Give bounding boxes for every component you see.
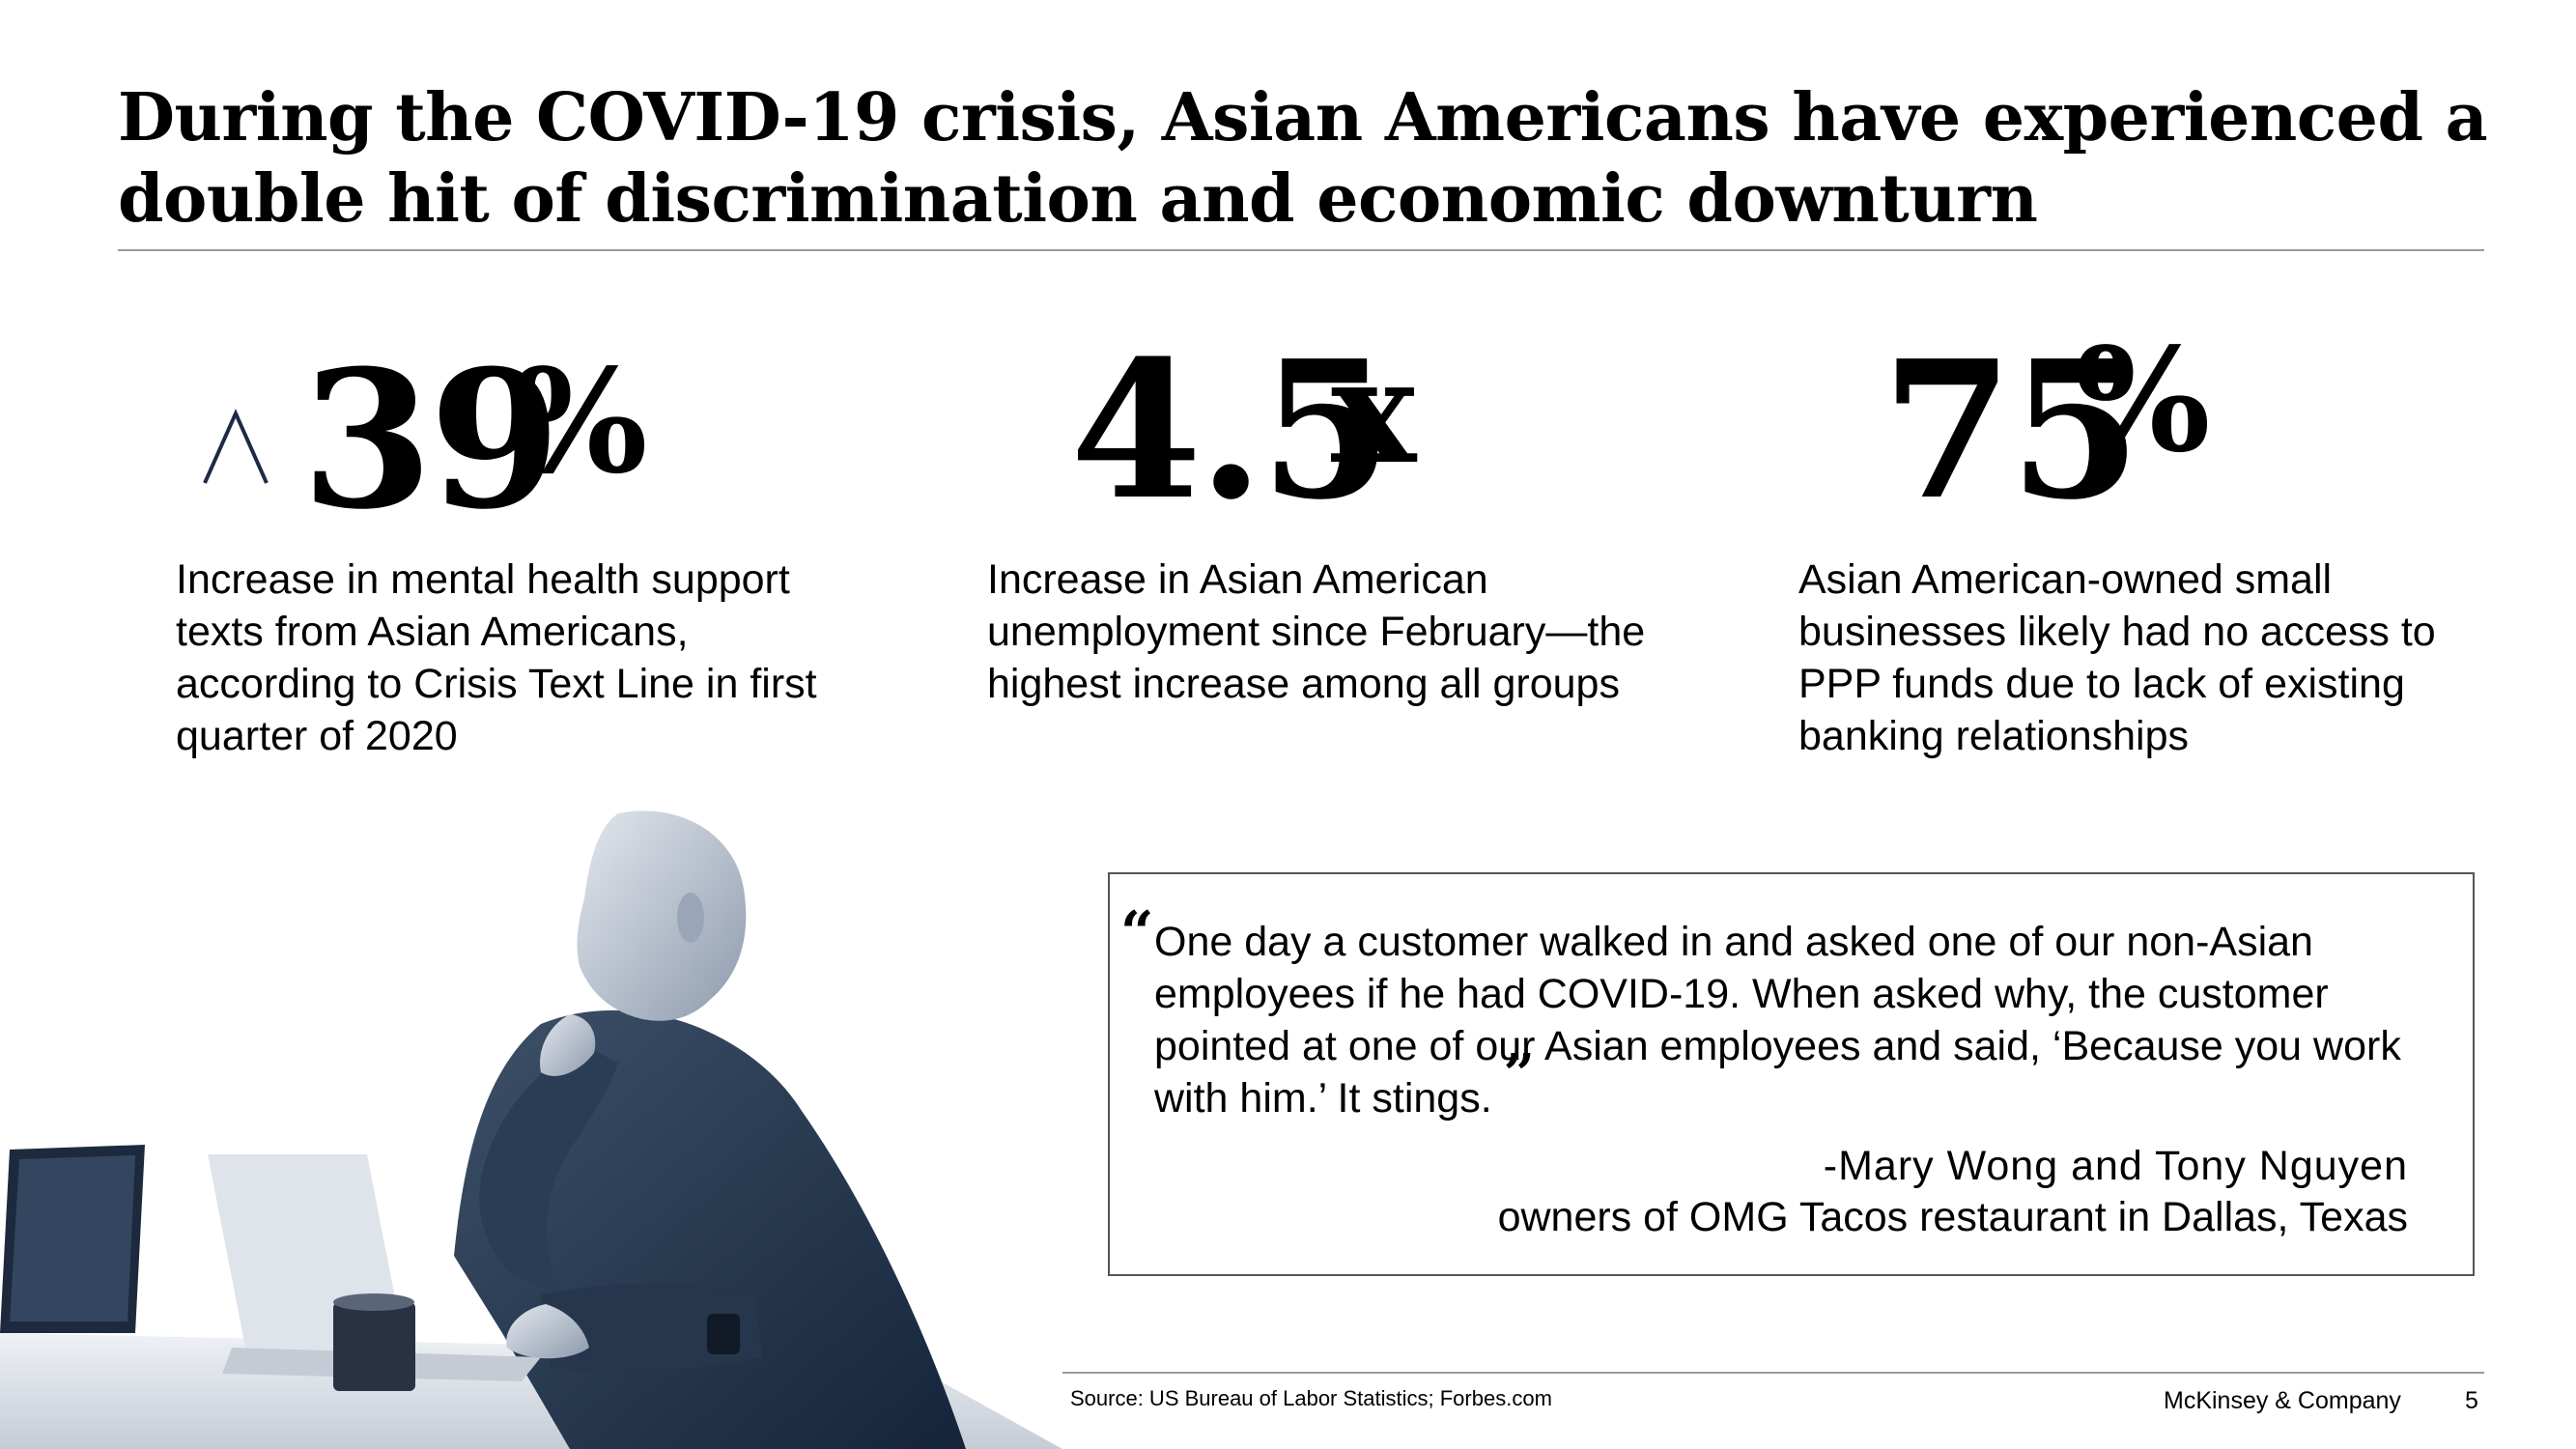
up-caret-icon: [203, 409, 269, 484]
quote-close-mark: ”: [1503, 1042, 1535, 1107]
quote-attribution-name: -Mary Wong and Tony Nguyen: [1823, 1143, 2408, 1189]
quote-box: [1108, 872, 2475, 1276]
stat-2-description: Increase in Asian American unemployment …: [987, 556, 1646, 707]
stat-3-suffix: %: [2075, 316, 2211, 484]
stat-2-suffix: x: [1331, 327, 1417, 496]
quote-open-mark: “: [1120, 899, 1154, 967]
page-number: 5: [2465, 1387, 2478, 1414]
footer-divider: [1062, 1372, 2484, 1374]
page-title: During the COVID-19 crisis, Asian Americ…: [118, 78, 2488, 238]
stat-1-suffix: %: [512, 337, 648, 505]
title-divider: [118, 249, 2484, 251]
quote-body: One day a customer walked in and asked o…: [1154, 919, 2401, 1122]
stat-3-description: Asian American-owned small businesses li…: [1798, 556, 2436, 759]
stat-1-number: 39: [301, 329, 561, 552]
stat-2-number: 4.5: [1070, 320, 1392, 542]
man-at-laptop-photo: [0, 810, 1062, 1449]
quote-text: One day a customer walked in and asked o…: [1154, 916, 2429, 1124]
stat-1-description: Increase in mental health support texts …: [176, 556, 817, 759]
source-note: Source: US Bureau of Labor Statistics; F…: [1070, 1386, 1552, 1410]
company-name: McKinsey & Company: [2164, 1387, 2401, 1414]
stat-3-number: 75: [1882, 320, 2141, 542]
quote-attribution-role: owners of OMG Tacos restaurant in Dallas…: [1497, 1194, 2408, 1240]
